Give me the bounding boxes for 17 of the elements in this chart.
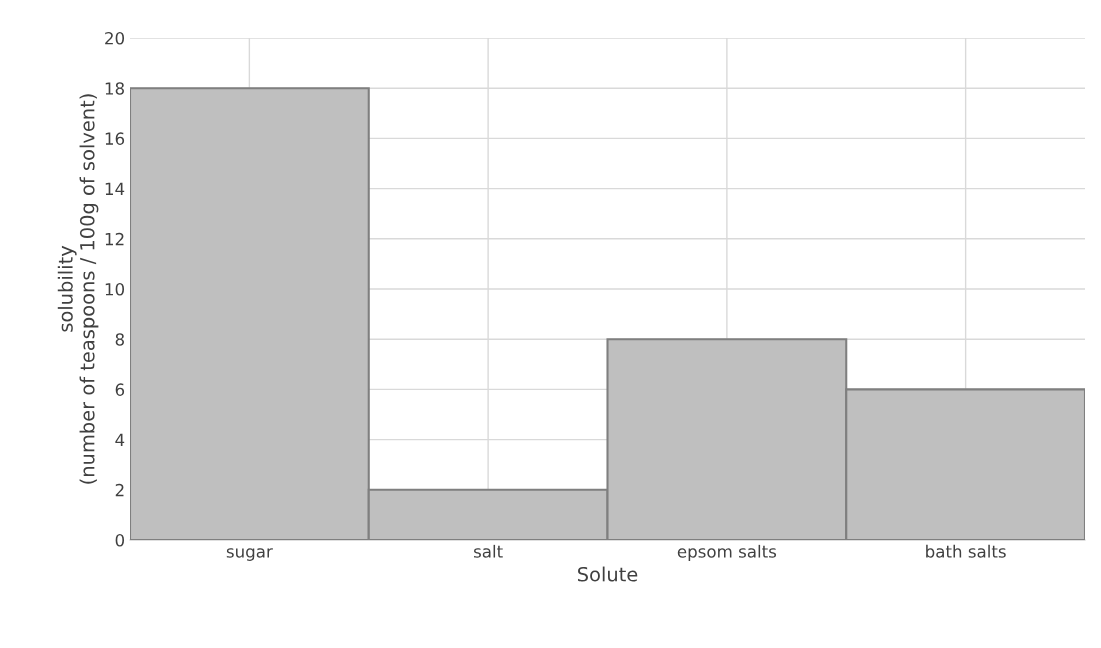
y-tick-label: 4 bbox=[115, 433, 125, 446]
y-tick-label: 8 bbox=[115, 333, 124, 346]
x-tick-label: salt bbox=[474, 544, 503, 558]
y-tick-label: 16 bbox=[105, 132, 125, 145]
y-tick-label: 2 bbox=[115, 483, 124, 497]
y-tick-label: 0 bbox=[115, 533, 125, 547]
x-tick-label: bath salts bbox=[926, 544, 1006, 558]
y-tick-label: 6 bbox=[115, 383, 125, 396]
x-tick-label: epsom salts bbox=[677, 544, 777, 561]
y-tick-label: 20 bbox=[105, 31, 125, 45]
y-tick-label: 18 bbox=[105, 82, 124, 95]
y-tick-label: 14 bbox=[105, 182, 125, 195]
y-axis-title: solubility (number of teaspoons / 100g of solvent) bbox=[57, 94, 99, 484]
y-tick-label: 12 bbox=[105, 232, 124, 246]
x-tick-label: sugar bbox=[226, 548, 273, 561]
y-tick-label: 10 bbox=[105, 282, 125, 296]
x-axis-title: Solute bbox=[578, 566, 638, 582]
